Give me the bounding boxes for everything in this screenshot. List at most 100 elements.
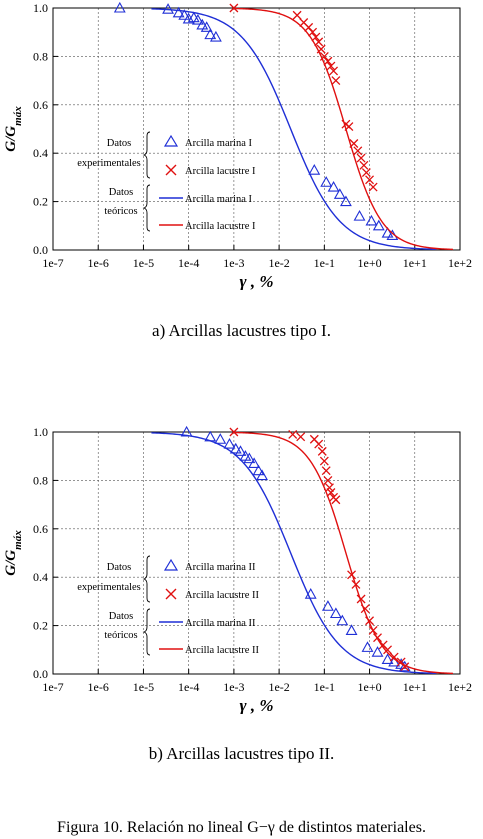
data-point-cross <box>368 182 378 192</box>
data-point-cross <box>296 432 306 442</box>
chart-a: 1e-7 1e-6 1e-5 1e-4 1e-3 1e-2 1e-1 1e+0 1e+1 1e+2… <box>3 1 472 290</box>
chart-a-caption: a) Arcillas lacustres tipo I. <box>152 321 331 340</box>
series-curve <box>151 432 437 675</box>
data-point-cross <box>311 32 321 42</box>
series-curve <box>233 7 454 251</box>
legend-marker-cross <box>165 164 177 176</box>
data-point-triangle <box>191 13 204 25</box>
data-point-cross <box>319 456 329 466</box>
data-point-cross <box>326 61 336 71</box>
x-axis-label: γ , % <box>240 272 274 290</box>
legend-entry-label: Arcilla lacustre I <box>185 221 256 232</box>
data-point-triangle <box>223 437 236 449</box>
x-tick-label: 1e+1 <box>403 680 427 694</box>
y-tick-label: 0.0 <box>33 667 48 681</box>
x-tick-label: 1e-7 <box>42 680 63 694</box>
legend-group-label: Datos <box>109 187 134 198</box>
legend-group-label: Datos <box>107 562 132 573</box>
legend-brace <box>142 608 151 656</box>
data-point-cross <box>389 652 399 662</box>
legend-group-label: teóricos <box>104 206 137 217</box>
x-tick-label: 1e-6 <box>88 680 109 694</box>
data-point-cross <box>288 429 298 439</box>
data-point-cross <box>365 175 375 185</box>
data-point-cross <box>325 483 334 493</box>
data-point-triangle <box>200 21 213 32</box>
x-tick-label: 1e-3 <box>223 256 244 270</box>
data-point-cross <box>229 3 239 13</box>
x-tick-label: 1e+2 <box>448 680 472 694</box>
legend-brace <box>142 131 151 179</box>
data-point-triangle <box>327 180 340 192</box>
data-point-triangle <box>329 607 342 619</box>
y-axis-label-main: G/G <box>3 550 19 576</box>
plot-area <box>151 425 454 675</box>
data-point-triangle <box>196 18 209 30</box>
figure-caption: Figura 10. Relación no lineal G−γ de dis… <box>57 819 426 836</box>
data-point-triangle <box>381 226 394 238</box>
data-point-cross <box>359 160 369 170</box>
data-point-triangle <box>372 219 385 231</box>
y-axis-label-sub: máx <box>12 530 24 550</box>
x-tick-label: 1e+0 <box>358 680 382 694</box>
data-point-cross <box>356 594 366 604</box>
data-point-triangle <box>333 188 346 199</box>
x-tick-label: 1e-1 <box>314 680 335 694</box>
data-point-triangle <box>381 653 394 665</box>
data-point-triangle <box>353 209 366 221</box>
data-point-triangle <box>320 176 333 187</box>
x-tick-label: 1e-6 <box>88 256 109 270</box>
legend-entry-label: Arcilla lacustre I <box>185 166 256 177</box>
y-tick-label: 0.8 <box>33 473 48 487</box>
legend-marker-triangle <box>163 558 179 571</box>
x-tick-label: 1e-3 <box>223 680 244 694</box>
data-point-cross <box>383 645 393 655</box>
x-tick-label: 1e-7 <box>42 256 63 270</box>
x-tick-label: 1e+0 <box>358 256 382 270</box>
chart-b-caption: b) Arcillas lacustres tipo II. <box>148 744 335 763</box>
chart-b: 1e-7 1e-6 1e-5 1e-4 1e-3 1e-2 1e-1 1e+0 1e+1 1e+2… <box>3 425 472 714</box>
data-point-cross <box>347 570 357 580</box>
x-tick-label: 1e-4 <box>178 680 199 694</box>
legend-entry-label: Arcilla marina I <box>185 138 253 149</box>
legend-entry-label: Arcilla marina I <box>185 194 253 205</box>
x-tick-label: 1e-4 <box>178 256 199 270</box>
data-point-triangle <box>113 1 126 13</box>
data-point-cross <box>229 427 239 437</box>
data-point-triangle <box>365 214 378 226</box>
y-tick-label: 0.2 <box>33 195 48 209</box>
legend-entry-label: Arcilla lacustre II <box>185 590 260 601</box>
legend-brace <box>142 555 151 603</box>
y-axis-label-sub: máx <box>12 106 24 126</box>
data-point-cross <box>329 66 339 76</box>
y-tick-label: 0.0 <box>33 243 48 257</box>
data-point-triangle <box>162 3 174 14</box>
data-point-triangle <box>386 229 399 241</box>
y-tick-label: 1.0 <box>33 1 48 15</box>
x-tick-label: 1e+2 <box>448 256 472 270</box>
data-point-cross <box>323 56 333 66</box>
legend-marker-triangle <box>163 134 179 147</box>
y-axis-label-main: G/G <box>3 126 19 152</box>
data-point-triangle <box>361 641 374 652</box>
plot-area <box>113 1 454 251</box>
legend-group-label: experimentales <box>77 582 141 593</box>
y-axis-label: G/Gmáx <box>3 530 24 576</box>
legend-group-label: experimentales <box>77 158 141 169</box>
y-tick-label: 1.0 <box>33 425 48 439</box>
data-point-triangle <box>308 164 321 175</box>
y-tick-label: 0.4 <box>33 570 48 584</box>
data-point-triangle <box>229 442 242 454</box>
data-point-triangle <box>371 646 384 657</box>
data-point-triangle <box>321 600 334 611</box>
plot-frame <box>52 431 461 675</box>
legend-marker-cross <box>165 588 177 600</box>
data-point-cross <box>361 168 371 178</box>
data-point-triangle <box>204 28 217 40</box>
data-point-triangle <box>248 457 261 469</box>
legend-entry-label: Arcilla lacustre II <box>185 645 260 656</box>
legend: Datos experimentales Datos teóricos Arcilla … <box>77 555 260 656</box>
data-point-triangle <box>252 464 265 476</box>
x-tick-label: 1e-5 <box>133 680 154 694</box>
y-tick-label: 0.6 <box>33 522 48 536</box>
